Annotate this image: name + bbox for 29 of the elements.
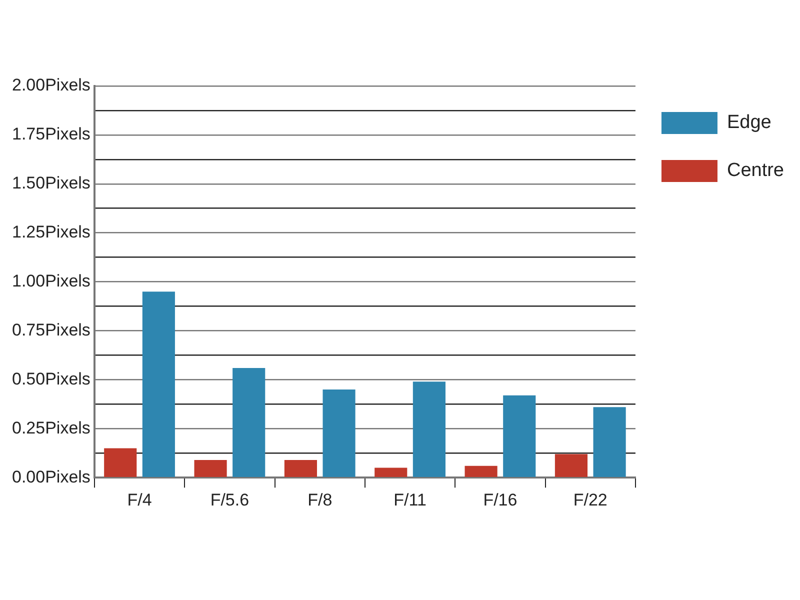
y-tick-label: 1.75Pixels [12, 124, 90, 144]
x-tick-label: F/22 [573, 490, 608, 510]
y-tick-label: 2.00Pixels [12, 76, 90, 95]
legend-label: Centre [726, 160, 784, 182]
bar [232, 368, 266, 477]
x-tick-label: F/8 [308, 490, 332, 510]
bar [194, 460, 227, 477]
y-tick-label: 0.25Pixels [12, 418, 90, 438]
y-tick-label: 1.00Pixels [12, 271, 90, 290]
y-tick-label: 0.00Pixels [12, 467, 90, 486]
bar [104, 448, 137, 477]
bar [593, 407, 626, 477]
x-tick-label: F/16 [483, 490, 518, 510]
x-tick-label: F/4 [127, 490, 152, 510]
x-tick-label: F/11 [394, 490, 426, 510]
bar [142, 292, 175, 477]
bar [374, 468, 408, 477]
y-tick-label: 1.50Pixels [12, 174, 90, 193]
bar [284, 460, 317, 477]
y-tick-label: 0.75Pixels [12, 320, 90, 340]
bar [554, 454, 588, 477]
legend-label: Edge [726, 112, 772, 134]
bar [503, 395, 536, 477]
y-tick-label: 0.50Pixels [12, 369, 90, 388]
x-tick-label: F/5.6 [210, 490, 250, 510]
bar [322, 389, 356, 477]
bar [412, 382, 446, 477]
bar [464, 466, 498, 477]
y-tick-label: 1.25Pixels [12, 222, 90, 242]
